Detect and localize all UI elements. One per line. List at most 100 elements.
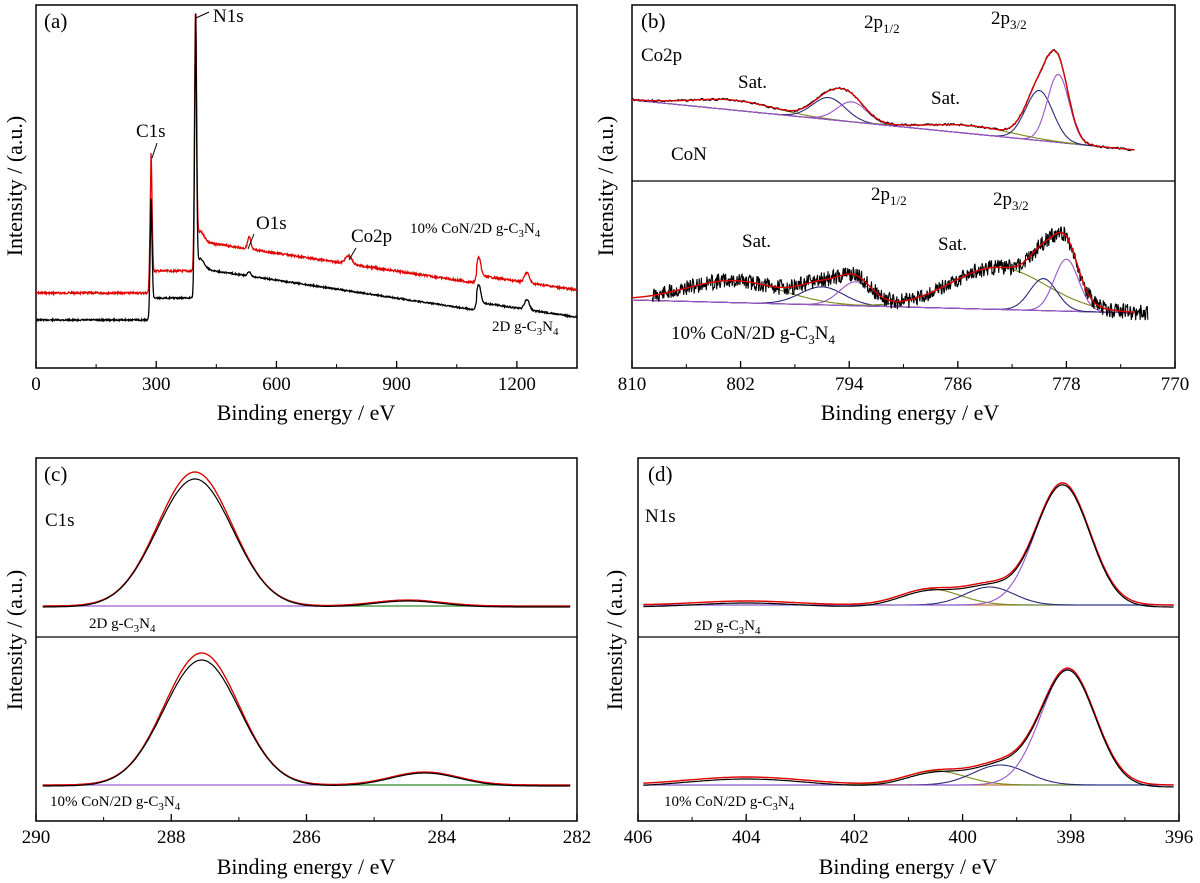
- panel-a-tag: (a): [44, 9, 67, 33]
- fit-component: [632, 258, 1135, 314]
- fit-envelope: [42, 652, 571, 786]
- raw-data: [651, 226, 1149, 321]
- panel-a-frame: [35, 4, 578, 369]
- co2p-pointer: [348, 247, 357, 261]
- x-tick-label: 810: [618, 374, 647, 395]
- x-tick-label: 900: [382, 374, 411, 395]
- fit-component: [643, 586, 1174, 606]
- panel-d-xlabel: Binding energy / eV: [819, 854, 998, 879]
- sat-label-top-1: Sat.: [738, 72, 767, 93]
- panel-c-xaxis: 290 288 286 284 282: [22, 814, 592, 848]
- panel-d-ylabel: Intensity / (a.u.): [602, 570, 627, 711]
- panel-c-ylabel: Intensity / (a.u.): [2, 570, 27, 711]
- panel-c: (c) C1s 290 288 286 284 282 2D g-C3N4 10% Co…: [2, 457, 592, 879]
- panel-a: (a) 0 300 600 900 1200 N1s C1s O1s Co2p 10% …: [2, 4, 578, 425]
- fit-component: [643, 588, 1174, 606]
- fit-envelope: [631, 231, 1135, 313]
- panel-d-composite-fit: [643, 667, 1174, 788]
- x-tick-label: 600: [262, 374, 291, 395]
- x-tick-label: 1200: [498, 374, 536, 395]
- x-tick-label: 794: [835, 374, 864, 395]
- panel-d-frame: [637, 457, 1180, 822]
- c1s-title: C1s: [45, 510, 75, 531]
- fit-component: [632, 266, 1135, 313]
- panel-d-xaxis: 406 404 402 400 398 396: [624, 814, 1194, 848]
- panel-d-tag: (d): [648, 462, 673, 486]
- x-tick-label: 286: [292, 827, 321, 848]
- composite-label-b: 10% CoN/2D g-C3N4: [671, 323, 835, 347]
- con-label: CoN: [671, 144, 707, 165]
- x-tick-label: 778: [1052, 374, 1081, 395]
- p32-label-top: 2p3/2: [991, 8, 1027, 32]
- o1s-pointer: [247, 233, 255, 250]
- c1s-pointer: [151, 142, 158, 159]
- sat-label-bot-1: Sat.: [742, 231, 771, 252]
- sat-label-top-2: Sat.: [931, 88, 960, 109]
- x-tick-label: 786: [944, 374, 973, 395]
- panel-b-tag: (b): [641, 9, 666, 33]
- panel-d-2d-fit: [643, 482, 1174, 608]
- co2p-title: Co2p: [641, 45, 682, 66]
- legend-d-composite: 10% CoN/2D g-C3N4: [664, 794, 795, 813]
- panel-b-frame: [631, 4, 1176, 369]
- panel-b-ylabel: Intensity / (a.u.): [593, 116, 618, 257]
- series-2d-g-c3n4-survey: [35, 13, 578, 323]
- legend-d-2d: 2D g-C3N4: [694, 618, 761, 637]
- fit-component: [643, 668, 1174, 786]
- x-tick-label: 284: [428, 827, 457, 848]
- n1s-pointer: [195, 11, 210, 19]
- x-tick-label: 402: [840, 827, 869, 848]
- legend-c-2d: 2D g-C3N4: [89, 616, 156, 635]
- x-tick-label: 770: [1161, 374, 1190, 395]
- x-tick-label: 802: [726, 374, 755, 395]
- panel-b: (b) Co2p 810 802 794 786 778 770 Sat. Sat. 2p…: [593, 4, 1190, 425]
- n1s-label: N1s: [213, 6, 244, 27]
- p12-label-bot: 2p1/2: [871, 184, 907, 208]
- x-tick-label: 396: [1165, 827, 1194, 848]
- panel-a-xaxis: 0 300 600 900 1200: [31, 361, 536, 395]
- c1s-label: C1s: [136, 121, 166, 142]
- fit-envelope: [42, 471, 571, 607]
- fit-envelope: [631, 49, 1135, 151]
- fit-component: [631, 73, 1135, 151]
- panel-c-xlabel: Binding energy / eV: [217, 854, 396, 879]
- legend-2d-g-c3n4: 2D g-C3N4: [492, 319, 559, 338]
- fit-component: [631, 280, 1135, 314]
- x-tick-label: 288: [157, 827, 186, 848]
- fit-envelope: [643, 667, 1174, 786]
- x-tick-label: 300: [142, 374, 171, 395]
- panel-c-frame: [35, 457, 578, 822]
- legend-c-composite: 10% CoN/2D g-C3N4: [50, 794, 181, 813]
- panel-d: (d) N1s 406 404 402 400 398 396 2D g-C3N4 10%…: [602, 457, 1194, 879]
- x-tick-label: 290: [22, 827, 51, 848]
- fit-component: [42, 652, 571, 786]
- o1s-label: O1s: [256, 213, 287, 234]
- raw-data: [42, 478, 571, 608]
- p32-label-bot: 2p3/2: [993, 189, 1029, 213]
- series-composite-survey: [35, 13, 578, 297]
- x-tick-label: 400: [948, 827, 977, 848]
- panel-b-xaxis: 810 802 794 786 778 770: [618, 361, 1190, 395]
- x-tick-label: 398: [1057, 827, 1086, 848]
- n1s-title: N1s: [645, 506, 676, 527]
- x-tick-label: 282: [563, 827, 592, 848]
- x-tick-label: 0: [31, 374, 41, 395]
- panel-c-tag: (c): [44, 462, 67, 486]
- panel-c-composite-fit: [42, 652, 571, 787]
- sat-label-bot-2: Sat.: [938, 234, 967, 255]
- panel-b-con-fit: [631, 48, 1135, 152]
- x-tick-label: 404: [732, 827, 761, 848]
- raw-data: [643, 669, 1174, 788]
- co2p-label: Co2p: [351, 226, 392, 247]
- x-tick-label: 406: [624, 827, 653, 848]
- p12-label-top: 2p1/2: [864, 12, 900, 36]
- panel-b-xlabel: Binding energy / eV: [821, 400, 1000, 425]
- fit-envelope: [643, 482, 1174, 606]
- legend-composite: 10% CoN/2D g-C3N4: [410, 221, 541, 240]
- panel-a-ylabel: Intensity / (a.u.): [2, 116, 27, 257]
- panel-c-2d-fit: [42, 471, 571, 608]
- raw-data: [643, 484, 1174, 608]
- raw-data: [42, 659, 571, 787]
- panel-b-composite-fit: [631, 226, 1149, 321]
